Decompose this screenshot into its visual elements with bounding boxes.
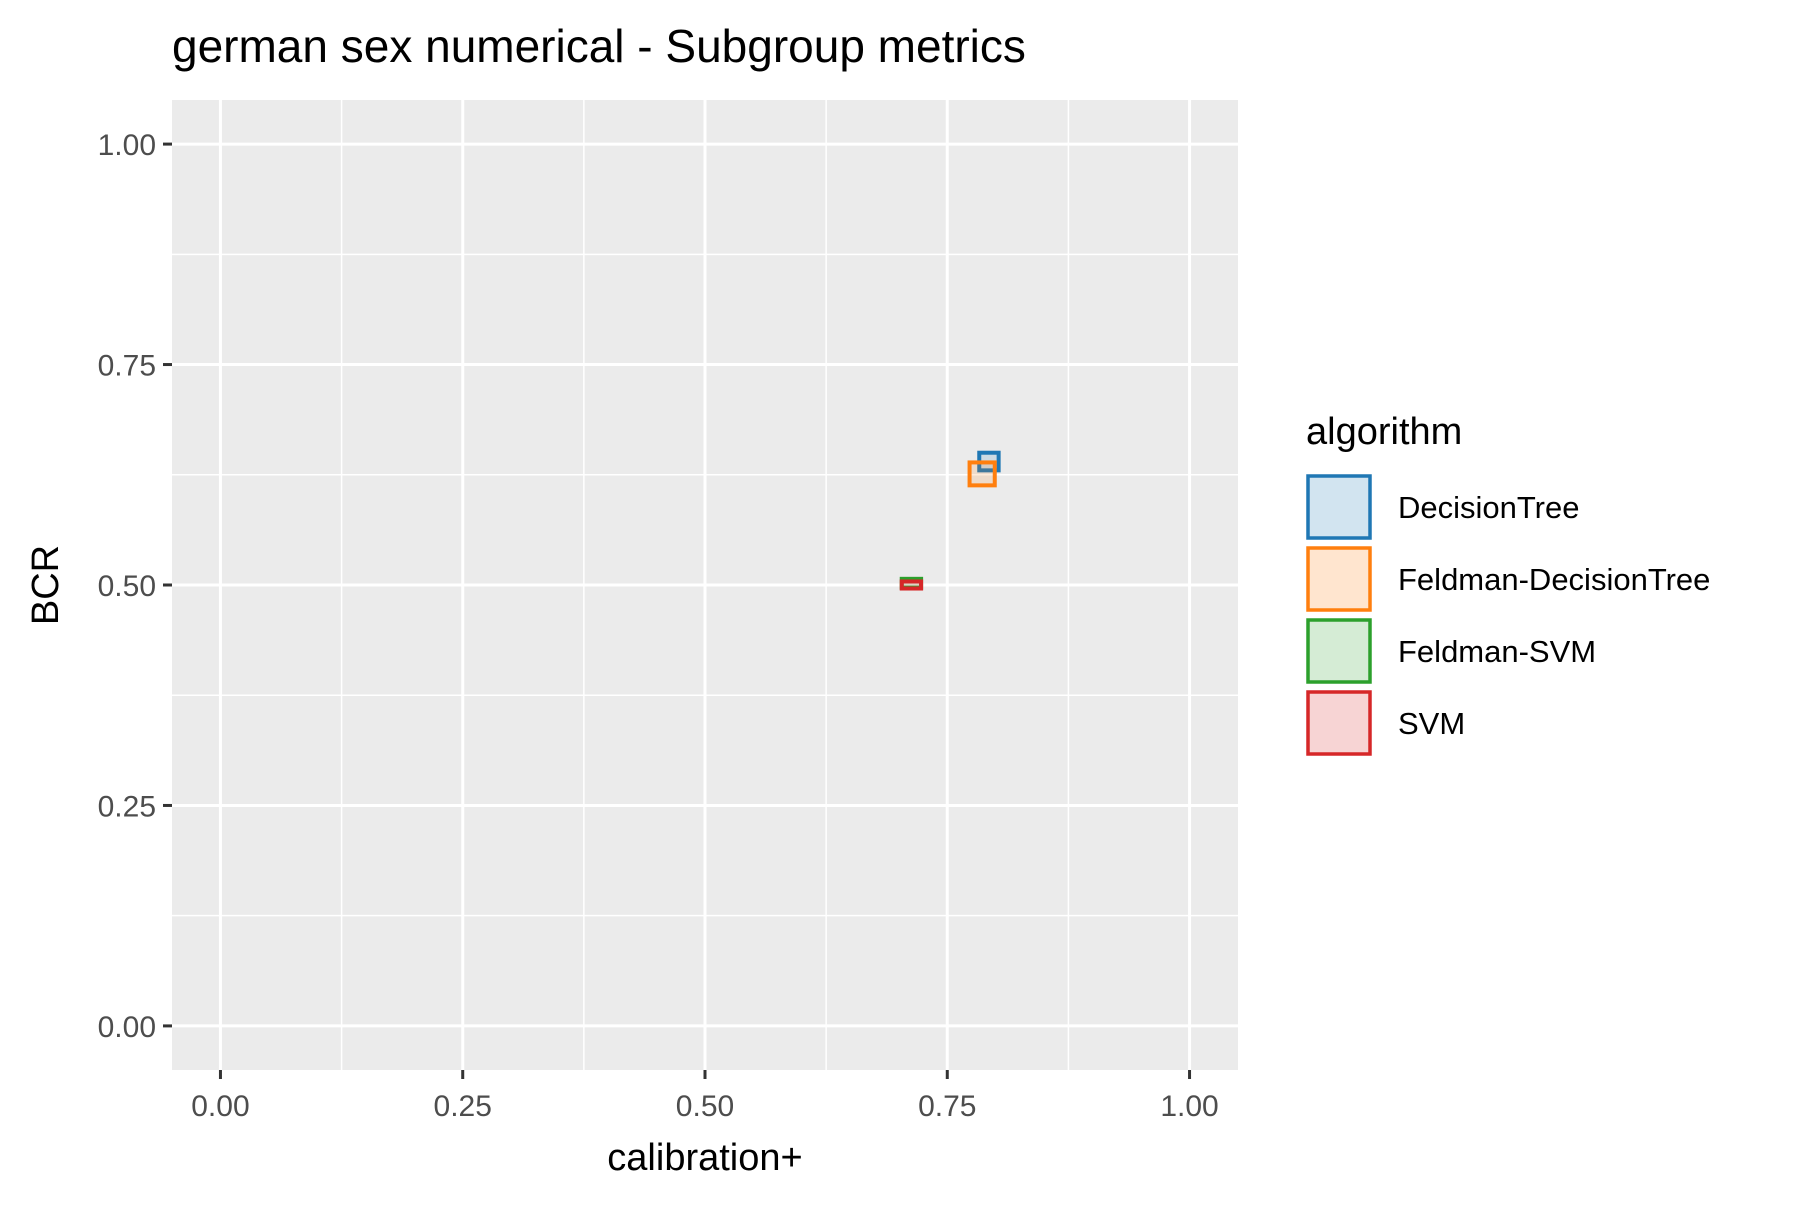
legend-items: DecisionTree Feldman-DecisionTree Feldman-…: [1306, 474, 1710, 756]
y-axis-label: BCR: [25, 545, 67, 625]
legend: algorithm DecisionTree Feldman-DecisionTr…: [1306, 411, 1710, 756]
data-marks: [899, 450, 1001, 591]
x-tick-label: 0.75: [918, 1090, 976, 1123]
legend-key: [1306, 546, 1372, 612]
y-axis: 0.00 0.25 0.50 0.75 1.00: [98, 129, 172, 1044]
x-axis-label: calibration+: [607, 1137, 802, 1179]
legend-label: DecisionTree: [1398, 490, 1579, 525]
legend-key: [1306, 474, 1372, 540]
y-tick-label: 0.00: [98, 1011, 156, 1044]
legend-label: Feldman-SVM: [1398, 634, 1596, 669]
chart-title: german sex numerical - Subgroup metrics: [172, 20, 1026, 72]
legend-label: SVM: [1398, 706, 1465, 741]
legend-key: [1306, 690, 1372, 756]
x-tick-label: 1.00: [1160, 1090, 1218, 1123]
legend-title: algorithm: [1306, 411, 1462, 453]
x-tick-label: 0.25: [434, 1090, 492, 1123]
x-axis: 0.00 0.25 0.50 0.75 1.00: [191, 1070, 1219, 1123]
y-tick-label: 0.50: [98, 570, 156, 603]
grid-major: [172, 100, 1238, 1070]
legend-label: Feldman-DecisionTree: [1398, 562, 1710, 597]
data-point-svm: [899, 579, 924, 591]
y-tick-label: 1.00: [98, 129, 156, 162]
legend-key: [1306, 618, 1372, 684]
y-tick-label: 0.75: [98, 350, 156, 383]
x-tick-label: 0.50: [676, 1090, 734, 1123]
x-tick-label: 0.00: [191, 1090, 249, 1123]
y-tick-label: 0.25: [98, 790, 156, 823]
data-point-feldman-decisiontree: [967, 460, 997, 488]
